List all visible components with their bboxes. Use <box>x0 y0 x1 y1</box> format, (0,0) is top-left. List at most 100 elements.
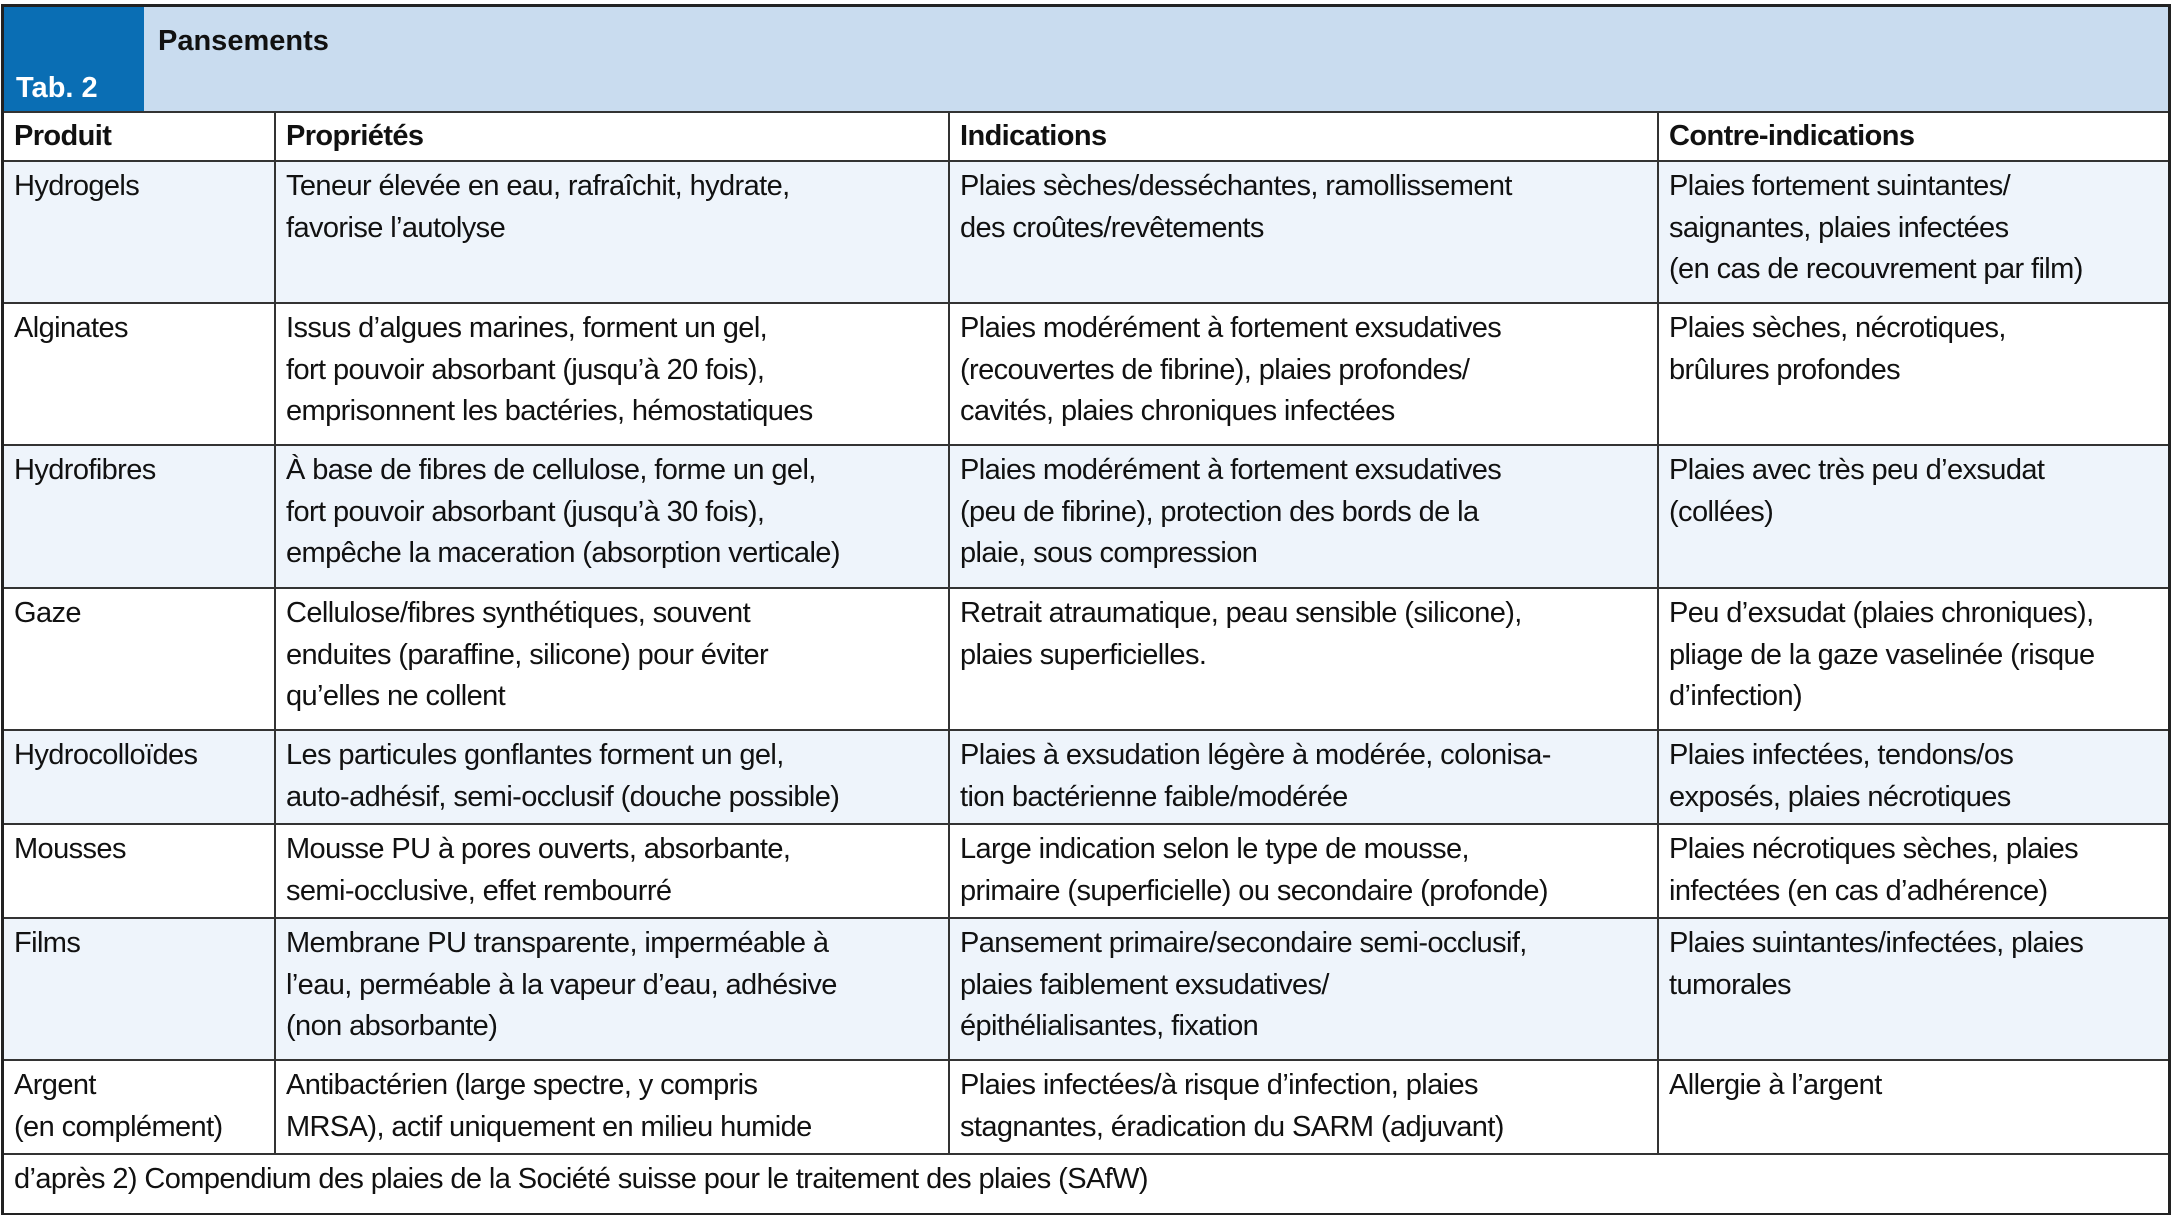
table-row: Films Membrane PU transparente, imperméab… <box>4 917 2168 1061</box>
indications-cell: Large indication selon le type de mousse… <box>948 823 1659 919</box>
cell-line: primaire (superficielle) ou secondaire (… <box>960 874 1549 907</box>
cell-line: Cellulose/fibres synthétiques, souvent <box>286 597 751 629</box>
cell-line: l’eau, perméable à la vapeur d’eau, adhé… <box>286 968 837 1001</box>
cell-line: (recouvertes de fibrine), plaies profond… <box>960 353 1470 386</box>
cell-line: Pansement primaire/secondaire semi-occlu… <box>960 927 1527 959</box>
table-row: Gaze Cellulose/fibres synthétiques, souve… <box>4 587 2168 731</box>
cell-line: Peu d’exsudat (plaies chroniques), <box>1669 597 2094 629</box>
cell-line: Alginates <box>14 312 129 344</box>
cell-line: empêche la maceration (absorption vertic… <box>286 537 840 569</box>
product-cell: Gaze <box>4 587 276 731</box>
cell-line: Hydrogels <box>14 170 140 202</box>
cell-line: Plaies modérément à fortement exsudative… <box>960 454 1502 486</box>
table-row: Alginates Issus d’algues marines, forment… <box>4 302 2168 446</box>
cell-line: Plaies infectées/à risque d’infection, p… <box>960 1069 1478 1101</box>
properties-cell: À base de fibres de cellulose, forme un … <box>274 444 950 589</box>
cell-line: des croûtes/revêtements <box>960 211 1264 244</box>
table-row: Hydrogels Teneur élevée en eau, rafraîchi… <box>4 160 2168 304</box>
cell-line: Antibactérien (large spectre, y compris <box>286 1069 758 1101</box>
cell-line: Hydrofibres <box>14 454 156 486</box>
cell-line: épithélialisantes, fixation <box>960 1010 1259 1042</box>
cell-line: (en cas de recouvrement par film) <box>1669 253 2083 285</box>
cell-line: Plaies infectées, tendons/os <box>1669 739 2014 771</box>
cell-line: brûlures profondes <box>1669 353 1901 386</box>
table-number: Tab. 2 <box>4 7 144 111</box>
cell-line: d’infection) <box>1669 680 1803 712</box>
cell-line: favorise l’autolyse <box>286 211 506 244</box>
column-header-indications: Indications <box>948 113 1659 162</box>
indications-cell: Plaies à exsudation légère à modérée, co… <box>948 729 1659 825</box>
cell-line: Plaies suintantes/infectées, plaies <box>1669 927 2084 959</box>
cell-line: Hydrocolloïdes <box>14 739 198 771</box>
product-cell: Hydrofibres <box>4 444 276 589</box>
cell-line: Plaies nécrotiques sèches, plaies <box>1669 833 2079 865</box>
table-row: Argent (en complément) Antibactérien (larg… <box>4 1059 2168 1155</box>
properties-cell: Les particules gonflantes forment un gel… <box>274 729 950 825</box>
product-cell: Films <box>4 917 276 1061</box>
cell-line: Gaze <box>14 597 82 629</box>
header-row: Produit Propriétés Indications Contre-indic… <box>4 113 2168 162</box>
cell-line: Mousses <box>14 833 126 865</box>
column-header-product: Produit <box>4 113 276 162</box>
properties-cell: Issus d’algues marines, forment un gel, f… <box>274 302 950 446</box>
column-header-properties: Propriétés <box>274 113 950 162</box>
cell-line: exposés, plaies nécrotiques <box>1669 780 2011 813</box>
cell-line: MRSA), actif uniquement en milieu humide <box>286 1110 812 1143</box>
cell-line: Mousse PU à pores ouverts, absorbante, <box>286 833 791 865</box>
contraindications-cell: Peu d’exsudat (plaies chroniques), pliage… <box>1657 587 2168 731</box>
indications-cell: Pansement primaire/secondaire semi-occlu… <box>948 917 1659 1061</box>
cell-line: saignantes, plaies infectées <box>1669 211 2009 244</box>
cell-line: Plaies modérément à fortement exsudative… <box>960 312 1502 344</box>
cell-line: Large indication selon le type de mousse… <box>960 833 1470 865</box>
product-cell: Argent (en complément) <box>4 1059 276 1155</box>
properties-cell: Membrane PU transparente, imperméable à l… <box>274 917 950 1061</box>
cell-line: tion bactérienne faible/modérée <box>960 780 1348 813</box>
cell-line: infectées (en cas d’adhérence) <box>1669 874 2048 907</box>
cell-line: Plaies sèches, nécrotiques, <box>1669 312 2006 344</box>
contraindications-cell: Plaies avec très peu d’exsudat (collées) <box>1657 444 2168 589</box>
cell-line: Plaies sèches/desséchantes, ramollisseme… <box>960 170 1512 202</box>
cell-line: Issus d’algues marines, forment un gel, <box>286 312 768 344</box>
cell-line: semi-occlusive, effet rembourré <box>286 874 672 907</box>
cell-line: Les particules gonflantes forment un gel… <box>286 739 784 771</box>
cell-line: Films <box>14 927 81 959</box>
contraindications-cell: Plaies fortement suintantes/saignantes, … <box>1657 160 2168 304</box>
cell-line: (collées) <box>1669 495 1774 528</box>
column-header-contraindications: Contre-indications <box>1657 113 2168 162</box>
table-title-band: Tab. 2 Pansements <box>4 7 2168 113</box>
product-cell: Hydrogels <box>4 160 276 304</box>
cell-line: fort pouvoir absorbant (jusqu’à 20 fois)… <box>286 353 765 386</box>
footnote: d’après 2) Compendium des plaies de la S… <box>4 1153 2168 1213</box>
indications-cell: Plaies infectées/à risque d’infection, p… <box>948 1059 1659 1155</box>
product-cell: Hydrocolloïdes <box>4 729 276 825</box>
cell-line: qu’elles ne collent <box>286 680 506 712</box>
footnote-row: d’après 2) Compendium des plaies de la S… <box>4 1153 2168 1213</box>
cell-line: Membrane PU transparente, imperméable à <box>286 927 829 959</box>
cell-line: enduites (paraffine, silicone) pour évit… <box>286 638 769 671</box>
cell-line: Plaies avec très peu d’exsudat <box>1669 454 2045 486</box>
cell-line: plaies superficielles. <box>960 638 1207 671</box>
cell-line: emprisonnent les bactéries, hémostatique… <box>286 395 813 427</box>
table-row: Hydrocolloïdes Les particules gonflantes … <box>4 729 2168 825</box>
cell-line: (peu de fibrine), protection des bords d… <box>960 495 1479 528</box>
indications-cell: Plaies modérément à fortement exsudative… <box>948 302 1659 446</box>
cell-line: cavités, plaies chroniques infectées <box>960 395 1395 427</box>
cell-line: À base de fibres de cellulose, forme un … <box>286 454 816 486</box>
dressings-table: Tab. 2 Pansements Produit Propriétés Indic… <box>1 4 2171 1215</box>
cell-line: plaies faiblement exsudatives/ <box>960 968 1329 1001</box>
properties-cell: Cellulose/fibres synthétiques, souvent en… <box>274 587 950 731</box>
contraindications-cell: Allergie à l’argent <box>1657 1059 2168 1155</box>
cell-line: pliage de la gaze vaselinée (risque <box>1669 638 2095 671</box>
cell-line: Teneur élevée en eau, rafraîchit, hydrat… <box>286 170 790 202</box>
cell-line: Plaies à exsudation légère à modérée, co… <box>960 739 1551 771</box>
indications-cell: Plaies modérément à fortement exsudative… <box>948 444 1659 589</box>
product-cell: Mousses <box>4 823 276 919</box>
cell-line: (non absorbante) <box>286 1010 498 1042</box>
cell-line: Allergie à l’argent <box>1669 1069 1882 1101</box>
cell-line: Plaies fortement suintantes/ <box>1669 170 2011 202</box>
indications-cell: Plaies sèches/desséchantes, ramollisseme… <box>948 160 1659 304</box>
properties-cell: Antibactérien (large spectre, y compris M… <box>274 1059 950 1155</box>
cell-line: fort pouvoir absorbant (jusqu’à 30 fois)… <box>286 495 765 528</box>
properties-cell: Mousse PU à pores ouverts, absorbante, se… <box>274 823 950 919</box>
cell-line: (en complément) <box>14 1110 223 1143</box>
